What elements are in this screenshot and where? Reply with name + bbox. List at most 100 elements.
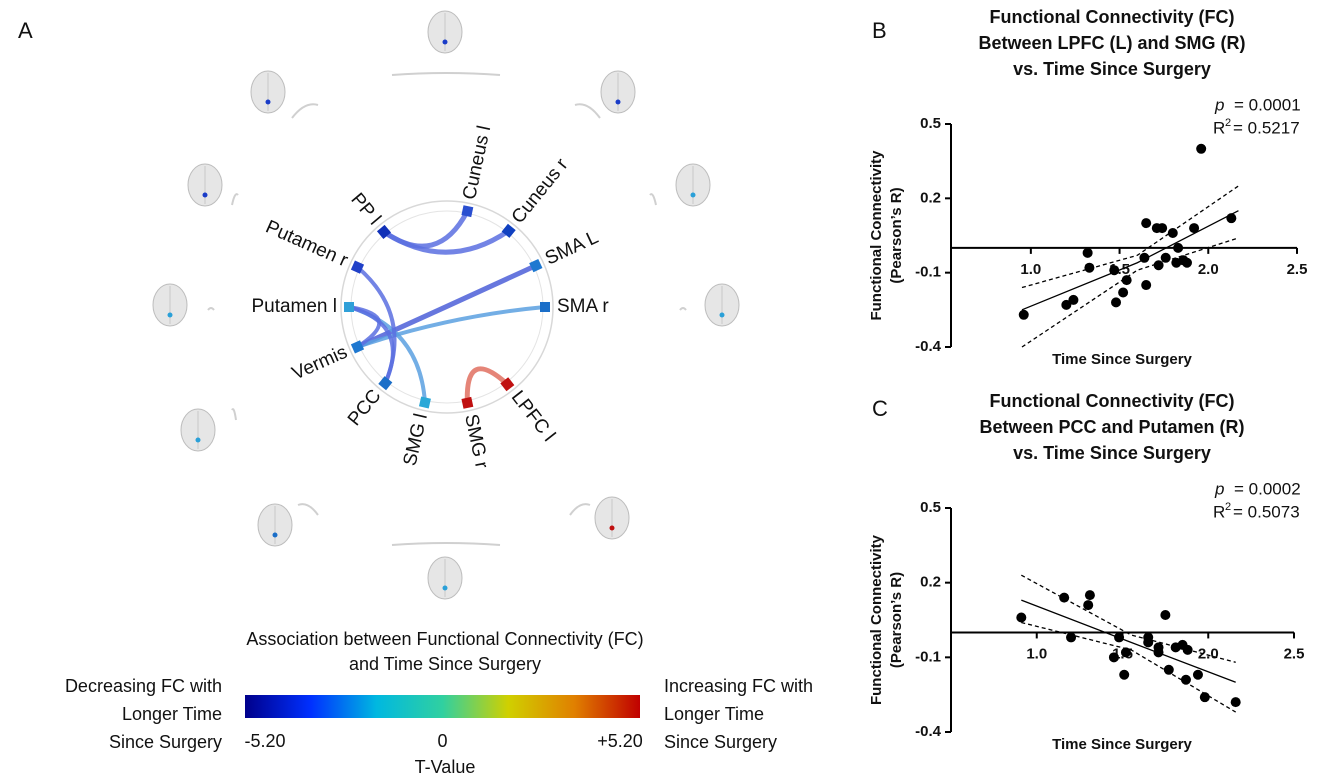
point	[1180, 674, 1191, 685]
point	[1141, 280, 1152, 291]
x-tick-label: 2.5	[1287, 261, 1308, 278]
decor-arc	[207, 307, 215, 311]
stat-p-value: = 0.0001	[1234, 95, 1301, 114]
chart-title: Functional Connectivity (FC)	[990, 391, 1235, 411]
point	[1119, 669, 1130, 680]
y-tick-label: 0.2	[920, 574, 941, 591]
point	[1118, 287, 1129, 298]
decor-arc	[231, 408, 237, 421]
stat-r2-symbol: R	[1213, 118, 1225, 137]
point	[1167, 228, 1178, 239]
chord-link	[382, 228, 511, 255]
colorbar-title: Association between Functional Connectiv…	[246, 629, 643, 649]
point	[1182, 644, 1193, 655]
brain-dot	[442, 39, 448, 45]
node-label: SMG l	[400, 412, 432, 468]
point	[1084, 262, 1095, 273]
chord-node	[540, 302, 550, 312]
point	[1082, 247, 1093, 258]
y-axis-label: (Pearson’s R)	[888, 572, 905, 668]
fit-line	[1021, 599, 1236, 683]
brain-dot	[167, 312, 173, 318]
x-tick-label: 1.0	[1020, 261, 1041, 278]
point	[1059, 592, 1070, 603]
chord-node	[376, 224, 392, 239]
chart-title: Between PCC and Putamen (R)	[979, 417, 1244, 437]
decor-arc	[297, 503, 319, 516]
node-label: PCC	[344, 386, 386, 430]
point	[1160, 610, 1171, 621]
y-tick-label: -0.1	[915, 648, 941, 665]
point	[1083, 600, 1094, 611]
colorbar-right-text: Since Surgery	[664, 732, 777, 752]
decor-arc	[679, 307, 687, 311]
point	[1189, 223, 1200, 234]
chord-node	[350, 260, 365, 274]
point	[1109, 265, 1120, 276]
point	[1120, 647, 1131, 658]
stat-r2-value: = 0.5073	[1233, 502, 1300, 521]
point	[1181, 257, 1192, 268]
chord-link	[356, 263, 537, 350]
stat-p-symbol: p	[1214, 479, 1224, 498]
x-axis-label: Time Since Surgery	[1052, 351, 1192, 368]
node-label: SMG r	[460, 412, 492, 471]
y-tick-label: -0.1	[915, 264, 941, 281]
panel-label: A	[18, 18, 33, 43]
point	[1199, 692, 1210, 703]
decor-arc	[574, 103, 601, 119]
chord-link	[464, 366, 510, 403]
decor-arc	[231, 193, 239, 206]
point	[1114, 632, 1125, 643]
point	[1084, 590, 1095, 601]
y-axis-label: Functional Connectivity	[868, 534, 885, 705]
node-label: Putamen r	[262, 217, 351, 272]
y-tick-label: -0.4	[915, 723, 942, 740]
point	[1143, 637, 1154, 648]
chord-node	[529, 258, 543, 273]
node-label: SMA r	[557, 296, 609, 317]
point	[1160, 252, 1171, 263]
y-axis-label: (Pearson’s R)	[888, 187, 905, 283]
panel-label: C	[872, 396, 888, 421]
brain-dot	[272, 532, 278, 538]
stat-p-value: = 0.0002	[1234, 479, 1301, 498]
node-label: Cuneus r	[508, 154, 573, 228]
chord-node	[500, 377, 515, 392]
stat-p-symbol: p	[1214, 95, 1224, 114]
colorbar-left-text: Decreasing FC with	[65, 676, 222, 696]
stat-r2-power: 2	[1225, 501, 1231, 513]
brain-dot	[265, 99, 271, 105]
decor-arc	[391, 72, 501, 76]
point	[1108, 652, 1119, 663]
stat-r2-power: 2	[1225, 117, 1231, 129]
point	[1163, 664, 1174, 675]
node-label: SMA L	[542, 227, 602, 270]
point	[1226, 213, 1237, 224]
chord-ring	[340, 200, 554, 414]
panel-label: B	[872, 18, 887, 43]
y-axis-label: Functional Connectivity	[868, 150, 885, 321]
node-label: Cuneus l	[459, 124, 495, 202]
point	[1192, 669, 1203, 680]
node-label: Vermis	[289, 342, 351, 385]
point	[1121, 275, 1132, 286]
x-axis-label: Time Since Surgery	[1052, 736, 1192, 753]
stat-r2-value: = 0.5217	[1233, 118, 1300, 137]
chord-link	[348, 305, 382, 349]
brain-dot	[202, 192, 208, 198]
decor-arc	[391, 542, 501, 546]
confidence-band-upper	[1021, 574, 1236, 663]
chord-node	[418, 396, 431, 409]
point	[1016, 612, 1027, 623]
colorbar-left-text: Since Surgery	[109, 732, 222, 752]
colorbar-right-text: Longer Time	[664, 704, 764, 724]
chord-node	[350, 340, 365, 354]
chord-node	[344, 302, 354, 312]
brain-dot	[719, 312, 725, 318]
y-tick-label: 0.2	[920, 189, 941, 206]
decor-arc	[649, 193, 657, 206]
x-tick-label: 1.0	[1026, 645, 1047, 662]
confidence-band-lower	[1021, 237, 1239, 348]
